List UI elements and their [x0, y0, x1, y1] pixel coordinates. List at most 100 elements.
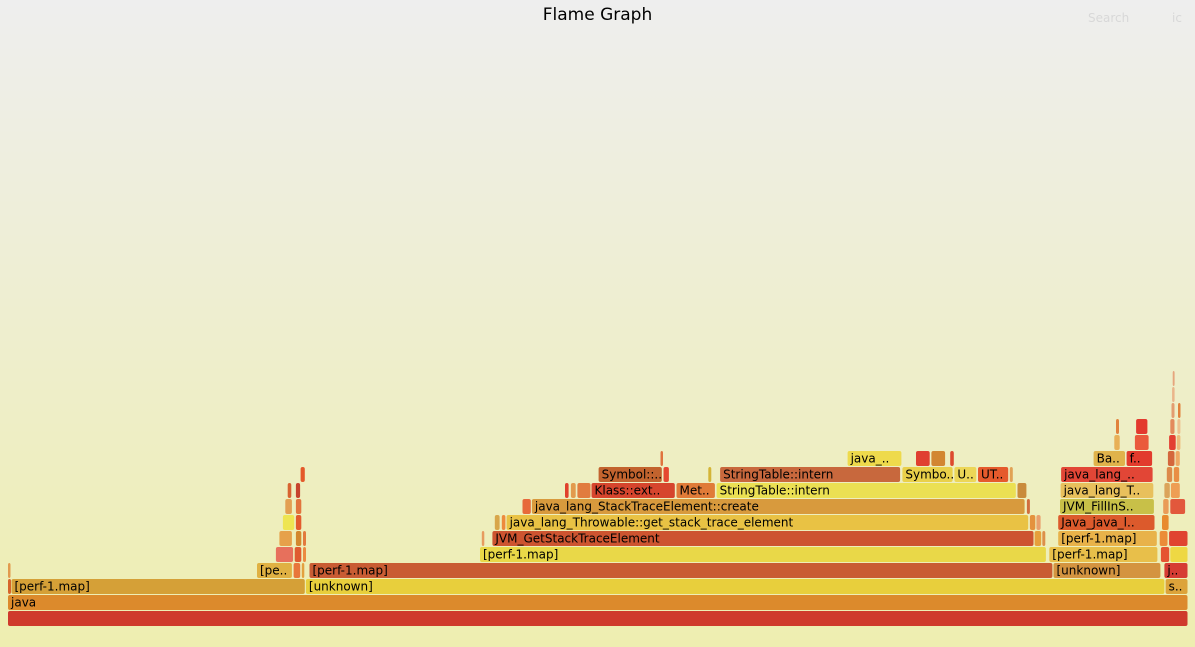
flame-frame[interactable] — [1114, 435, 1120, 450]
flame-frame-rect[interactable] — [8, 563, 11, 578]
flame-frame[interactable]: JVM_FillInS.. — [1060, 499, 1154, 514]
flame-frame-rect[interactable] — [1136, 419, 1148, 434]
flame-frame[interactable]: [pe.. — [257, 563, 292, 578]
flame-frame-rect[interactable] — [1170, 547, 1188, 562]
flame-frame[interactable] — [1009, 467, 1013, 482]
flame-frame[interactable] — [1169, 531, 1188, 546]
flame-frame[interactable] — [293, 563, 301, 578]
flame-frame-rect[interactable] — [1160, 547, 1170, 562]
flame-frame-rect[interactable] — [506, 515, 1029, 530]
flame-frame-rect[interactable] — [1170, 499, 1186, 514]
flame-frame-rect[interactable] — [1060, 483, 1154, 498]
flame-frame-rect[interactable] — [481, 531, 485, 546]
flame-frame-rect[interactable] — [1126, 451, 1153, 466]
flame-frame[interactable] — [1170, 547, 1188, 562]
flame-frame[interactable] — [8, 563, 11, 578]
flame-frame[interactable] — [1178, 403, 1181, 418]
flame-frame[interactable] — [279, 531, 292, 546]
flame-frame[interactable]: [perf-1.map] — [1058, 531, 1157, 546]
flame-frame[interactable] — [287, 483, 292, 498]
flame-frame-rect[interactable] — [1165, 579, 1188, 594]
flame-frame-rect[interactable] — [902, 467, 953, 482]
flame-frame[interactable] — [1017, 483, 1027, 498]
flame-frame[interactable] — [570, 483, 576, 498]
flame-frame[interactable]: f.. — [1126, 451, 1153, 466]
flame-frame[interactable]: Symbol::.. — [598, 467, 662, 482]
flame-frame-rect[interactable] — [257, 563, 292, 578]
flame-frame-rect[interactable] — [1017, 483, 1027, 498]
flame-frame-rect[interactable] — [1042, 531, 1046, 546]
flame-frame-rect[interactable] — [663, 467, 669, 482]
flame-frame[interactable]: Java_java_l.. — [1058, 515, 1155, 530]
flame-frame-rect[interactable] — [1009, 467, 1013, 482]
flame-frame-rect[interactable] — [570, 483, 576, 498]
flame-frame-rect[interactable] — [8, 595, 1188, 610]
flame-frame-rect[interactable] — [1026, 499, 1030, 514]
flame-frame-rect[interactable] — [295, 515, 302, 530]
flame-frame[interactable] — [8, 611, 1188, 626]
flame-frame[interactable] — [1160, 547, 1170, 562]
flame-frame-rect[interactable] — [1159, 531, 1168, 546]
flame-frame[interactable] — [565, 483, 569, 498]
flame-frame[interactable]: [unknown] — [305, 579, 1165, 594]
flame-frame-rect[interactable] — [978, 467, 1009, 482]
flame-frame[interactable] — [950, 451, 954, 466]
flame-frame-rect[interactable] — [1058, 515, 1155, 530]
flame-frame-rect[interactable] — [598, 467, 662, 482]
flame-frame[interactable] — [295, 515, 302, 530]
flame-frame[interactable] — [1166, 467, 1173, 482]
flame-frame[interactable] — [1176, 435, 1181, 450]
flame-frame-rect[interactable] — [275, 547, 294, 562]
flame-frame[interactable]: JVM_GetStackTraceElement — [492, 531, 1034, 546]
flame-frame-rect[interactable] — [1166, 467, 1173, 482]
flame-frame-rect[interactable] — [1177, 419, 1181, 434]
flame-frame[interactable] — [1175, 451, 1180, 466]
flame-frame-rect[interactable] — [303, 547, 306, 562]
flame-frame[interactable] — [1029, 515, 1036, 530]
flame-frame-rect[interactable] — [954, 467, 977, 482]
flame-frame-rect[interactable] — [8, 611, 1188, 626]
flame-frame[interactable] — [295, 483, 301, 498]
flame-frame-rect[interactable] — [300, 467, 305, 482]
flame-frame[interactable]: j.. — [1164, 563, 1188, 578]
flame-frame[interactable] — [1116, 419, 1119, 434]
flame-frame-rect[interactable] — [293, 563, 301, 578]
flame-frame[interactable] — [522, 499, 531, 514]
flame-frame-rect[interactable] — [1061, 467, 1153, 482]
flame-frame-rect[interactable] — [1093, 451, 1125, 466]
flame-frame[interactable]: java_lang_StackTraceElement::create — [531, 499, 1025, 514]
flame-frame[interactable] — [1164, 483, 1170, 498]
flame-frame[interactable] — [1170, 499, 1186, 514]
flame-frame-rect[interactable] — [501, 515, 506, 530]
flame-frame-rect[interactable] — [480, 547, 1046, 562]
flame-frame[interactable] — [1026, 499, 1030, 514]
flame-frame[interactable] — [295, 531, 302, 546]
flame-frame-rect[interactable] — [565, 483, 569, 498]
flame-frame-rect[interactable] — [295, 499, 302, 514]
flame-frame[interactable] — [1173, 467, 1180, 482]
flame-frame[interactable] — [660, 451, 664, 466]
flame-frame-rect[interactable] — [1164, 483, 1170, 498]
flame-frame-rect[interactable] — [279, 531, 292, 546]
search-button[interactable]: Search — [1088, 11, 1130, 25]
flame-frame[interactable] — [303, 547, 306, 562]
flame-frame-rect[interactable] — [1171, 403, 1175, 418]
flame-frame[interactable] — [300, 467, 305, 482]
flame-frame-rect[interactable] — [1167, 451, 1175, 466]
flame-frame-rect[interactable] — [931, 451, 946, 466]
flame-frame[interactable]: [perf-1.map] — [309, 563, 1053, 578]
flame-frame-rect[interactable] — [1060, 499, 1154, 514]
flame-frame-rect[interactable] — [916, 451, 930, 466]
flame-frame[interactable]: [unknown] — [1053, 563, 1161, 578]
flame-frame[interactable]: UT.. — [978, 467, 1009, 482]
flame-frame[interactable] — [1134, 435, 1149, 450]
flame-frame[interactable] — [931, 451, 946, 466]
flame-frame[interactable] — [501, 515, 506, 530]
flame-frame-rect[interactable] — [305, 579, 1165, 594]
flame-frame[interactable] — [1177, 419, 1181, 434]
flame-frame[interactable]: StringTable::intern — [720, 467, 901, 482]
flame-frame[interactable] — [663, 467, 669, 482]
flame-frame[interactable] — [295, 499, 302, 514]
flame-frame[interactable] — [8, 579, 11, 594]
flame-frame[interactable]: java_lang_Throwable::get_stack_trace_ele… — [506, 515, 1029, 530]
